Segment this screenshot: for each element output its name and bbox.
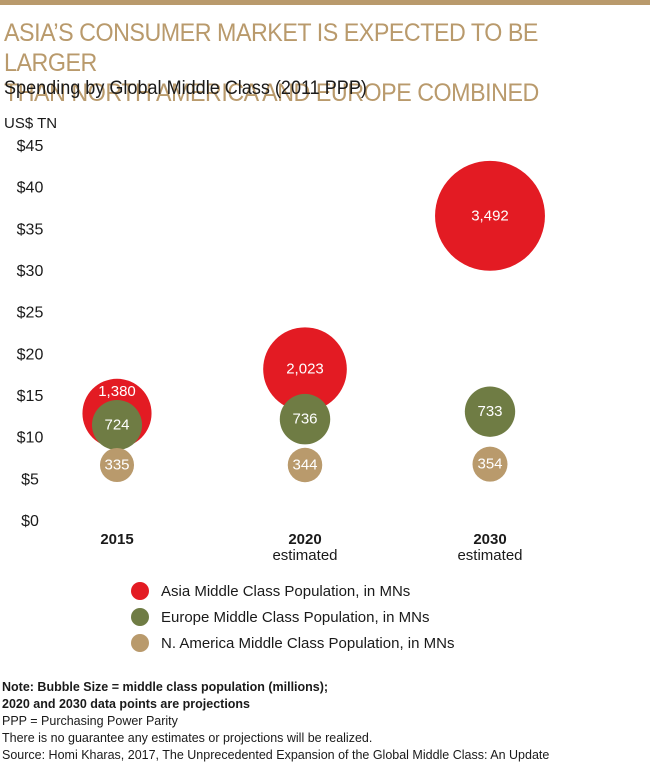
x-category-label: 2015 (100, 531, 133, 548)
bubble-label-namerica-2030: 354 (477, 456, 502, 473)
bubble-asia-2030 (435, 160, 545, 271)
y-tick-label: $40 (17, 180, 44, 197)
bubble-label-europe-2015: 724 (104, 417, 129, 434)
headline-line-2: THAN NORTH AMERICA AND EUROPE COMBINED (4, 79, 539, 107)
note-ppp: PPP = Purchasing Power Parity (2, 714, 178, 728)
y-tick-label: $10 (17, 430, 44, 447)
bubbles: 1,380 2,023 3,492 724 736 733 335 344 354 (82, 160, 545, 483)
bubble-label-namerica-2015: 335 (104, 457, 129, 474)
note-source: Source: Homi Kharas, 2017, The Unprecede… (2, 748, 550, 762)
x-category-label: 2030 (473, 531, 506, 548)
legend-label-europe: Europe Middle Class Population, in MNs (161, 608, 430, 626)
y-tick-label: $0 (21, 513, 39, 530)
bubble-label-europe-2030: 733 (477, 403, 502, 420)
bubble-label-asia-2020: 2,023 (286, 361, 324, 378)
x-category-sublabel: estimated (457, 547, 522, 564)
legend-label-namerica: N. America Middle Class Population, in M… (161, 634, 455, 652)
bubble-europe-2030 (464, 386, 516, 437)
bubble-namerica-2020 (287, 447, 323, 483)
bubble-label-asia-2015: 1,380 (98, 383, 136, 400)
legend-item-asia: Asia Middle Class Population, in MNs (131, 578, 454, 604)
bubble-chart: $0 $5 $10 $15 $20 $25 $30 $35 $40 $45 1,380 2,023 3… (17, 138, 545, 564)
headline-line-1: ASIA’S CONSUMER MARKET IS EXPECTED TO BE… (4, 19, 538, 77)
x-category-label: 2020 (288, 531, 321, 548)
y-tick-label: $15 (17, 388, 44, 405)
bubble-label-europe-2020: 736 (292, 411, 317, 428)
legend-label-asia: Asia Middle Class Population, in MNs (161, 582, 411, 600)
legend-swatch-namerica (131, 634, 149, 652)
x-category-sublabel: estimated (272, 547, 337, 564)
y-axis-ticks: $0 $5 $10 $15 $20 $25 $30 $35 $40 $45 (17, 138, 44, 530)
note-disclaimer: There is no guarantee any estimates or p… (2, 731, 373, 745)
legend-swatch-europe (131, 608, 149, 626)
y-axis-unit: US$ TN (4, 115, 58, 132)
y-tick-label: $45 (17, 138, 44, 155)
top-rule (0, 0, 650, 5)
chart-subtitle: Spending by Global Middle Class (2011 PP… (4, 78, 367, 99)
legend: Asia Middle Class Population, in MNs Eur… (131, 578, 454, 656)
y-tick-label: $25 (17, 305, 44, 322)
y-tick-label: $30 (17, 263, 44, 280)
bubble-asia-2020 (263, 327, 347, 411)
bubble-europe-2020 (279, 393, 331, 445)
footnotes: Note: Bubble Size = middle class populat… (2, 679, 549, 764)
headline: ASIA’S CONSUMER MARKET IS EXPECTED TO BE… (4, 18, 599, 108)
y-tick-label: $35 (17, 221, 44, 238)
bubble-namerica-2030 (472, 446, 508, 482)
legend-swatch-asia (131, 582, 149, 600)
legend-item-europe: Europe Middle Class Population, in MNs (131, 604, 454, 630)
bubble-europe-2015 (91, 399, 143, 451)
bubble-label-asia-2030: 3,492 (471, 207, 509, 224)
legend-item-namerica: N. America Middle Class Population, in M… (131, 630, 454, 656)
note-projections: 2020 and 2030 data points are projection… (2, 697, 251, 711)
y-tick-label: $5 (21, 471, 39, 488)
bubble-label-namerica-2020: 344 (292, 457, 317, 474)
bubble-namerica-2015 (99, 447, 135, 483)
y-tick-label: $20 (17, 346, 44, 363)
note-bubble-size: Note: Bubble Size = middle class populat… (2, 680, 329, 694)
